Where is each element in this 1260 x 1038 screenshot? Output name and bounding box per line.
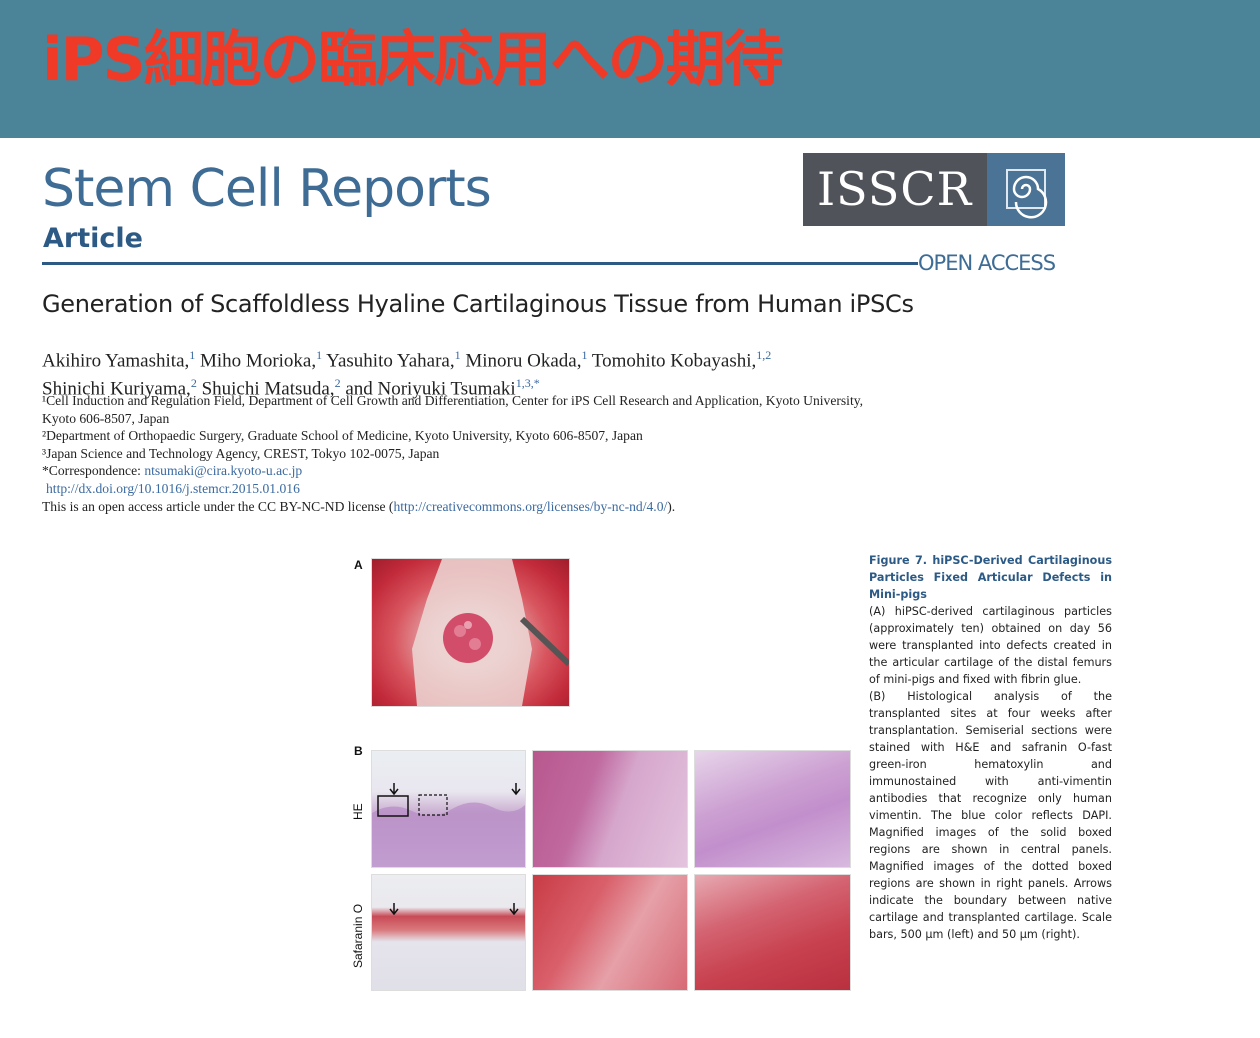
author-line-1: Akihiro Yamashita,1 Miho Morioka,1 Yasuh… xyxy=(42,348,772,372)
safranin-right-micrograph xyxy=(694,874,851,991)
he-right-micrograph xyxy=(694,750,851,868)
open-access-label: OPEN ACCESS xyxy=(918,251,1056,275)
row-label-safranin: Safaranin O xyxy=(351,903,365,968)
author: and Noriyuki Tsumaki xyxy=(345,378,516,400)
paper-title: Generation of Scaffoldless Hyaline Carti… xyxy=(42,290,914,318)
caption-panel-b: (B) Histological analysis of the transpl… xyxy=(869,690,1112,941)
author-line-2: Shinichi Kuriyama,2 Shuichi Matsuda,2 an… xyxy=(42,376,540,400)
article-type: Article xyxy=(43,223,143,254)
correspondence-email-link[interactable]: ntsumaki@cira.kyoto-u.ac.jp xyxy=(144,463,303,479)
header-rule xyxy=(42,262,918,265)
panel-b-label: B xyxy=(354,744,363,758)
affiliation-2: ²Department of Orthopaedic Surgery, Grad… xyxy=(42,428,643,444)
caption-panel-a: (A) hiPSC-derived cartilaginous particle… xyxy=(869,605,1112,686)
doi-link[interactable]: http://dx.doi.org/10.1016/j.stemcr.2015.… xyxy=(46,480,300,496)
panel-a-photo xyxy=(371,558,570,707)
author: Yasuhito Yahara, xyxy=(326,350,455,372)
author: Shinichi Kuriyama, xyxy=(42,378,191,400)
affiliations: ¹Cell Induction and Regulation Field, De… xyxy=(42,392,1002,515)
panel-a-label: A xyxy=(354,558,363,572)
isscr-logo: ISSCR xyxy=(803,153,1065,226)
safranin-center-micrograph xyxy=(532,874,688,991)
author: Akihiro Yamashita, xyxy=(42,350,190,372)
isscr-logo-text: ISSCR xyxy=(817,162,973,216)
affiliation-3: ³Japan Science and Technology Agency, CR… xyxy=(42,445,440,461)
safranin-left-micrograph xyxy=(371,874,526,991)
author-list: Akihiro Yamashita,1 Miho Morioka,1 Yasuh… xyxy=(42,344,1002,401)
caption-title: Figure 7. hiPSC-Derived Cartilaginous Pa… xyxy=(869,554,1112,601)
slide-header: iPS細胞の臨床応用への期待 xyxy=(0,0,1260,138)
correspondence: *Correspondence: ntsumaki@cira.kyoto-u.a… xyxy=(42,463,303,479)
author: Shuichi Matsuda, xyxy=(201,378,335,400)
license-link[interactable]: http://creativecommons.org/licenses/by-n… xyxy=(393,498,668,514)
journal-name: Stem Cell Reports xyxy=(42,159,492,219)
isscr-spiral-icon xyxy=(987,153,1065,226)
figure-caption: Figure 7. hiPSC-Derived Cartilaginous Pa… xyxy=(869,552,1112,943)
license-line: This is an open access article under the… xyxy=(42,498,676,514)
affiliation-1: ¹Cell Induction and Regulation Field, De… xyxy=(42,393,864,408)
he-center-micrograph xyxy=(532,750,688,868)
author: Minoru Okada, xyxy=(465,350,582,372)
he-left-micrograph xyxy=(371,750,526,868)
affiliation-1-cont: Kyoto 606-8507, Japan xyxy=(42,410,170,426)
author: Miho Morioka, xyxy=(200,350,317,372)
author: Tomohito Kobayashi, xyxy=(591,350,757,372)
row-label-he: HE xyxy=(351,803,365,820)
slide-title: iPS細胞の臨床応用への期待 xyxy=(42,25,784,95)
paper-screenshot: Stem Cell Reports Article ISSCR OPEN ACC… xyxy=(0,138,1260,1038)
